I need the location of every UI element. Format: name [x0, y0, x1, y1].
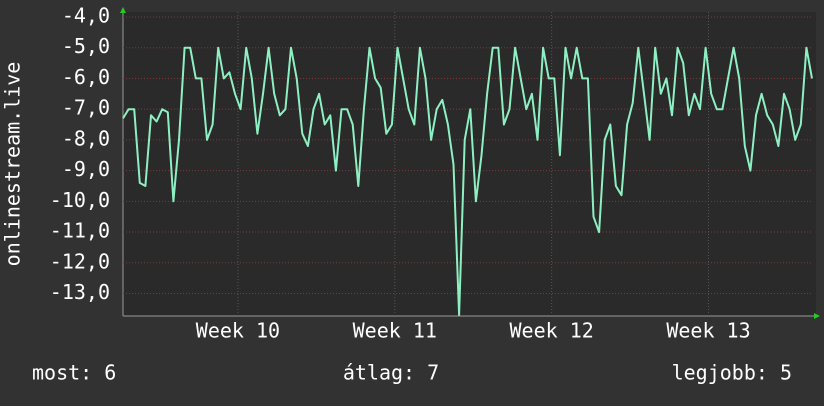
y-tick-label: -11,0 [50, 219, 110, 243]
stat-current: most: 6 [32, 361, 116, 385]
x-tick-label: Week 11 [353, 319, 437, 343]
y-arrow [120, 7, 126, 13]
stat-best: legjobb: 5 [672, 361, 792, 385]
y-tick-label: -12,0 [50, 249, 110, 273]
x-arrow [814, 313, 820, 319]
y-tick-label: -10,0 [50, 188, 110, 212]
data-line [122, 46, 813, 316]
y-axis-label: onlinestream.live [1, 62, 25, 267]
plot-area [123, 12, 816, 316]
y-tick-label: -9,0 [62, 157, 110, 181]
y-tick-label: -6,0 [62, 65, 110, 89]
x-tick-label: Week 12 [509, 319, 593, 343]
y-tick-label: -8,0 [62, 126, 110, 150]
x-tick-label: Week 10 [196, 319, 280, 343]
stat-average: átlag: 7 [343, 361, 439, 385]
y-tick-label: -5,0 [62, 34, 110, 58]
x-tick-label: Week 13 [666, 319, 750, 343]
y-tick-label: -7,0 [62, 96, 110, 120]
y-tick-label: -4,0 [62, 4, 110, 28]
y-tick-label: -13,0 [50, 280, 110, 304]
